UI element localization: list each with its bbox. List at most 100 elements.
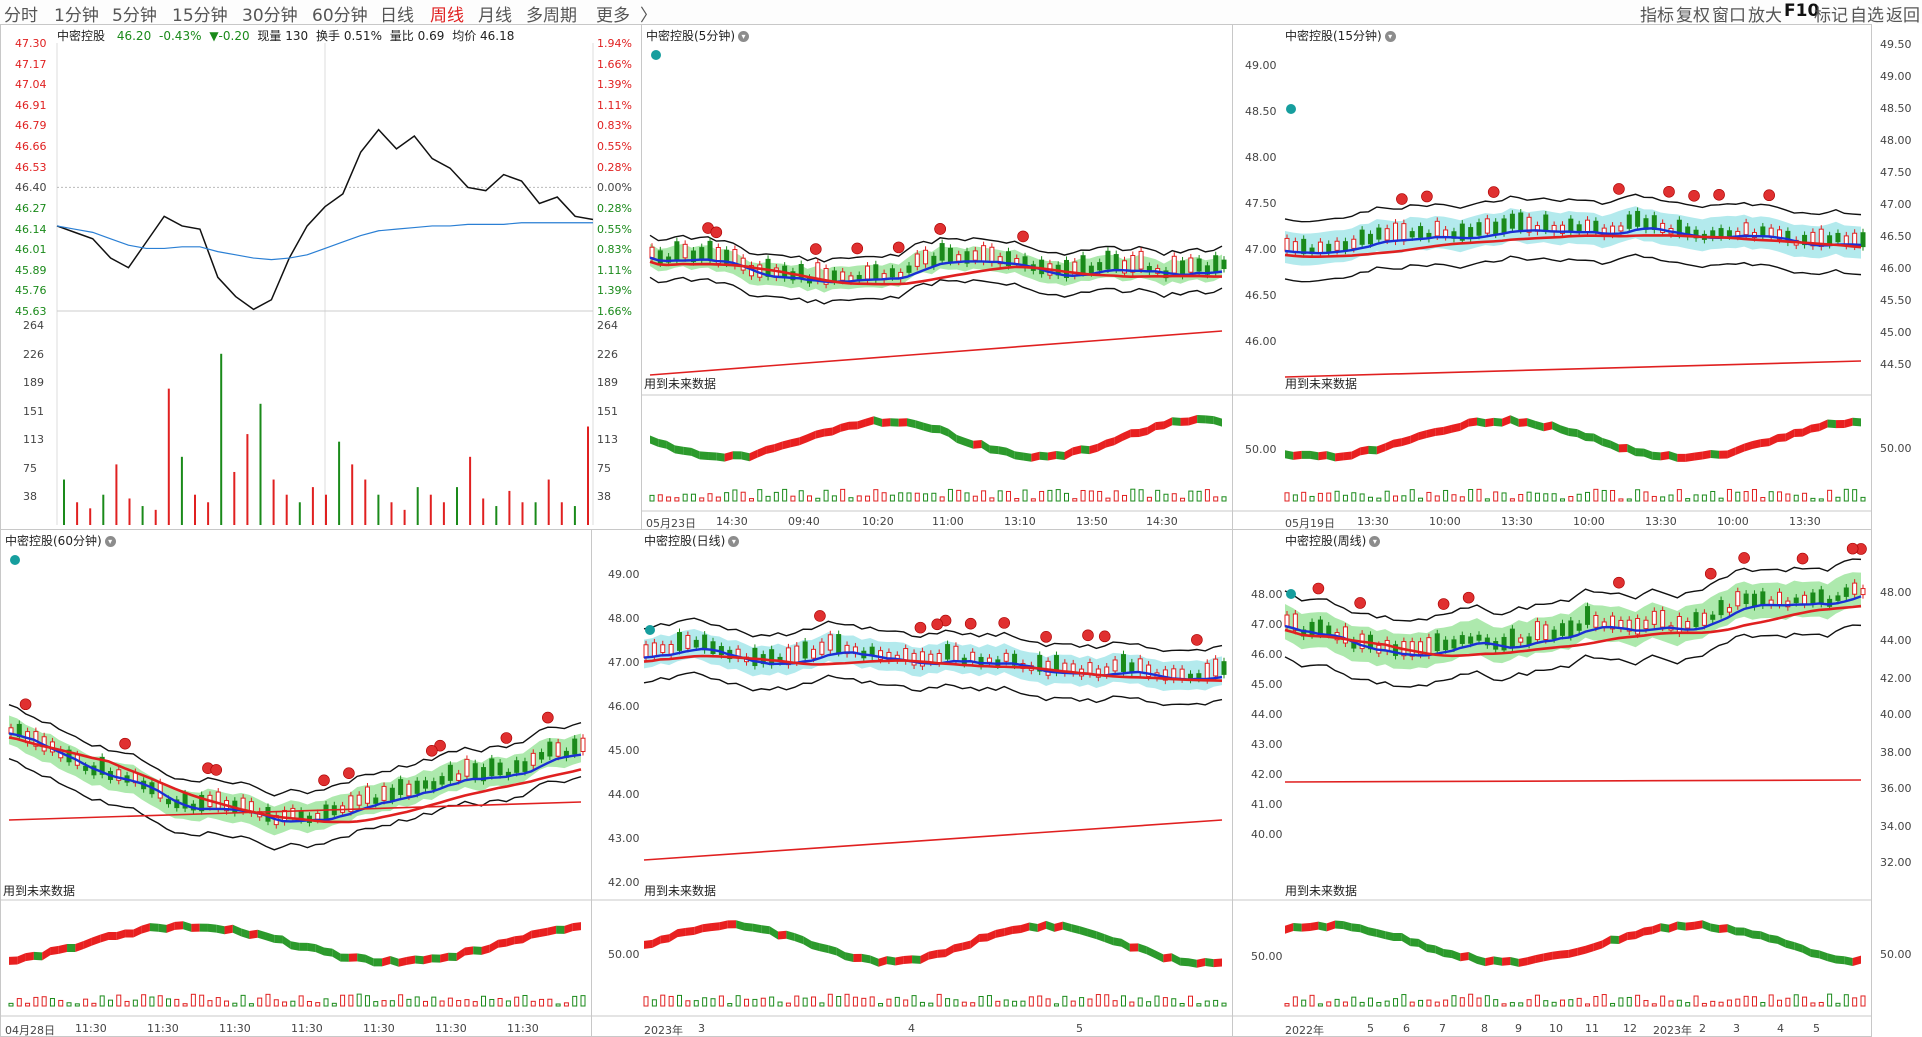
candle-body [1518,637,1524,643]
period-tab-fenshi[interactable]: 分时 [4,6,38,26]
volume-bar [1626,498,1632,502]
oscillator-segment [836,947,846,961]
buy-signal-icon [1396,193,1408,205]
upper-band-line [649,234,1223,263]
price-tick: 43.00 [608,832,640,845]
volume-bar [1063,492,1069,502]
period-tab-more[interactable]: 更多 [596,6,630,26]
tool-back[interactable]: 返回 [1886,6,1920,26]
volume-bar [1301,999,1307,1007]
oscillator-segment [1451,950,1461,962]
price-tick: 46.27 [15,201,47,215]
period-tab-5min[interactable]: 5分钟 [112,6,157,26]
volume-bar [416,487,419,525]
volume-bar [1012,1000,1018,1007]
panel-daily-title[interactable]: 中密控股(日线) ▾ [644,532,740,549]
tool-f10[interactable]: F10 [1784,1,1820,21]
period-tab-weekly[interactable]: 周线 [430,6,464,26]
panel-weekly-title[interactable]: 中密控股(周线) ▾ [1285,532,1381,549]
volume-bar [439,1000,445,1007]
volume-bar [1351,996,1357,1007]
tool-window[interactable]: 窗口 [1712,6,1746,26]
tool-mark[interactable]: 标记 [1814,6,1848,26]
period-tab-1min[interactable]: 1分钟 [54,6,99,26]
period-tab-daily[interactable]: 日线 [380,6,414,26]
volume-bar [1610,1002,1616,1007]
oscillator-segment [207,923,217,933]
period-tab-multi[interactable]: 多周期 [526,6,577,26]
chevron-down-icon[interactable]: ▾ [1369,536,1381,547]
panel-60min-title[interactable]: 中密控股(60分钟) ▾ [5,532,116,549]
volume-bar [1843,994,1849,1007]
candle-body [693,639,699,648]
volume-bar [1710,1000,1716,1007]
oscillator-segment [1677,921,1686,931]
period-tab-monthly[interactable]: 月线 [478,6,512,26]
candle-body [906,265,912,273]
chevron-down-icon[interactable]: ▾ [728,536,740,547]
oscillator-segment [1535,420,1544,432]
oscillator-segment [1610,935,1619,944]
tool-adjust[interactable]: 复权 [1676,6,1710,26]
chevron-down-icon[interactable]: ▾ [738,31,749,42]
turnover-value: 0.51% [343,29,382,43]
pct-tick: 1.66% [597,305,632,318]
tool-watchlist[interactable]: 自选 [1850,6,1884,26]
volume-bar [782,488,788,502]
period-tab-30min[interactable]: 30分钟 [242,6,298,26]
more-arrow-icon[interactable]: 〉 [640,6,657,26]
period-tab-60min[interactable]: 60分钟 [312,6,368,26]
volume-bar [1155,489,1161,502]
vol-tick: 38 [597,490,611,504]
oscillator-segment [1827,419,1836,429]
chevron-down-icon[interactable]: ▾ [1384,31,1396,42]
candle-body [836,634,842,653]
oscillator-segment [774,441,783,453]
buy-signal-icon [1082,629,1094,642]
volume-bar [931,492,937,502]
price-tick: 42.00 [608,876,640,889]
teal-signal-icon [651,50,661,60]
candle-body [522,761,528,772]
lower-band-line [643,671,1223,707]
period-tab-15min[interactable]: 15分钟 [172,6,228,26]
chevron-down-icon[interactable]: ▾ [104,536,116,547]
volume-bar [398,994,404,1007]
volume-bar [1835,1002,1841,1007]
panel-5min-title[interactable]: 中密控股(5分钟) ▾ [646,27,749,44]
oscillator-segment [1154,950,1164,963]
volume-bar [1543,493,1549,502]
oscillator-segment [1510,415,1519,427]
volume-bar [970,1002,976,1007]
volume-bar [906,492,912,502]
volume-bar [1162,997,1168,1007]
volume-bar [194,494,196,525]
oscillator-segment [1393,438,1402,448]
oscillator-segment [857,418,866,430]
candle-body [1204,662,1210,681]
price-tick: 46.00 [1245,335,1277,348]
oscillator-segment [1802,944,1811,958]
future-data-note: 用到未来数据 [644,884,717,898]
volume-bar [431,996,437,1007]
tool-zoom[interactable]: 放大 [1748,6,1782,26]
volume-bar [911,995,917,1007]
ma-long-line [1284,604,1862,658]
oscillator-segment [752,923,762,934]
volume-bar [1777,491,1783,502]
oscillator-segment [912,955,921,964]
candle-body [811,648,817,659]
candle-body [456,773,462,781]
volume-bar [207,502,210,525]
volume-bar [472,1001,478,1007]
oscillator-segment [1385,439,1394,452]
tool-indicator[interactable]: 指标 [1640,6,1674,26]
candle-body [1105,250,1111,270]
volume-bar [1138,489,1144,502]
panel-15min-title[interactable]: 中密控股(15分钟) ▾ [1285,27,1396,44]
candle-body [1551,629,1557,640]
volume-bar [290,1000,296,1007]
candle-body [497,762,503,776]
candle-body [472,763,478,780]
vol-tick: 189 [23,376,44,390]
